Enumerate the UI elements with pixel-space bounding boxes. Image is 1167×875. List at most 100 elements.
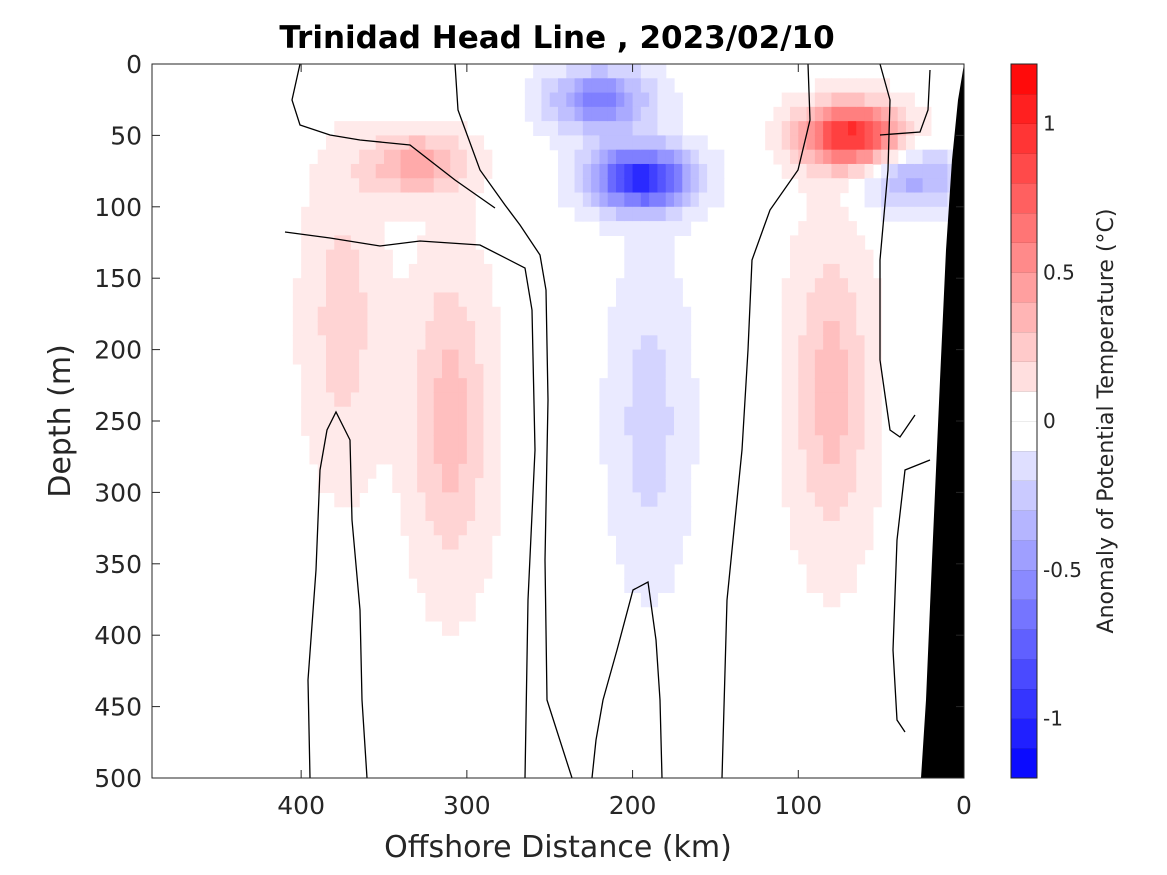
field-cell xyxy=(350,163,360,179)
zero-contour-lines xyxy=(284,64,931,778)
field-cell xyxy=(889,106,899,122)
field-cell xyxy=(359,135,369,151)
field-cell xyxy=(574,135,584,151)
field-cell xyxy=(466,135,476,151)
field-cell xyxy=(674,349,683,365)
field-cell xyxy=(616,321,625,336)
field-cell xyxy=(408,192,418,208)
field-cell xyxy=(350,263,360,279)
field-cell xyxy=(425,421,435,436)
field-cell xyxy=(334,349,344,365)
field-cell xyxy=(326,421,335,436)
field-cell xyxy=(392,406,402,422)
field-cell xyxy=(309,449,319,465)
field-cell xyxy=(350,292,360,308)
field-cell xyxy=(359,149,369,165)
field-cell xyxy=(466,206,476,222)
field-cell xyxy=(342,463,352,479)
field-cell xyxy=(781,321,791,336)
field-cell xyxy=(350,121,360,136)
field-cell xyxy=(317,392,327,408)
field-cell xyxy=(814,206,824,222)
field-cell xyxy=(823,206,833,222)
field-cell xyxy=(599,392,609,408)
field-cell xyxy=(367,235,377,251)
field-cell xyxy=(317,221,327,236)
field-cell xyxy=(831,549,841,565)
field-cell xyxy=(823,92,833,108)
field-cell xyxy=(864,449,874,465)
field-cell xyxy=(831,106,841,122)
field-cell xyxy=(591,135,601,151)
field-cell xyxy=(897,192,907,208)
field-cell xyxy=(417,492,427,508)
field-cell xyxy=(317,321,327,336)
field-cell xyxy=(682,363,692,379)
field-cell xyxy=(624,563,634,579)
field-cell xyxy=(806,163,816,179)
field-cell xyxy=(674,449,683,465)
field-cell xyxy=(342,221,352,236)
field-cell xyxy=(657,263,667,279)
field-cell xyxy=(930,149,940,165)
field-cell xyxy=(632,163,642,179)
field-cell xyxy=(566,135,576,151)
field-cell xyxy=(475,535,485,551)
field-cell xyxy=(848,149,857,165)
field-cell xyxy=(483,421,493,436)
field-cell xyxy=(665,549,675,565)
field-cell xyxy=(292,292,302,308)
field-cell xyxy=(350,221,360,236)
field-cell xyxy=(657,235,667,251)
field-cell xyxy=(889,178,899,194)
field-cell xyxy=(450,121,460,136)
field-cell xyxy=(665,249,675,265)
field-cell xyxy=(806,363,816,379)
field-cell xyxy=(367,449,377,465)
field-cell xyxy=(649,520,659,536)
field-cell xyxy=(640,592,650,608)
field-cell xyxy=(607,392,617,408)
field-cell xyxy=(790,292,799,308)
field-cell xyxy=(657,392,667,408)
field-cell xyxy=(914,149,924,165)
field-cell xyxy=(790,335,799,351)
field-cell xyxy=(317,278,327,294)
field-cell xyxy=(790,349,799,365)
field-cell xyxy=(326,392,335,408)
field-cell xyxy=(334,249,344,265)
field-cell xyxy=(417,363,427,379)
field-cell xyxy=(359,206,369,222)
field-cell xyxy=(848,378,857,394)
field-cell xyxy=(831,578,841,593)
field-cell xyxy=(839,292,849,308)
field-cell xyxy=(798,249,808,265)
field-cell xyxy=(640,478,650,493)
field-cell xyxy=(947,149,957,165)
field-cell xyxy=(491,520,501,536)
field-cell xyxy=(384,363,393,379)
field-cell xyxy=(367,121,377,136)
field-cell xyxy=(856,78,866,94)
field-cell xyxy=(781,421,791,436)
field-cell xyxy=(798,163,808,179)
field-cell xyxy=(698,178,708,194)
field-cell xyxy=(350,192,360,208)
field-cell xyxy=(616,363,625,379)
chart-title: Trinidad Head Line , 2023/02/10 xyxy=(279,20,834,56)
field-cell xyxy=(400,378,410,394)
field-cell xyxy=(640,249,650,265)
field-cell xyxy=(831,478,841,493)
field-cell xyxy=(483,478,493,493)
colorbar-tick-label: -1 xyxy=(1043,707,1063,731)
field-cell xyxy=(450,492,460,508)
field-cell xyxy=(433,592,443,608)
field-cell xyxy=(872,278,882,294)
field-cell xyxy=(450,378,460,394)
field-cell xyxy=(367,392,377,408)
field-cell xyxy=(334,235,344,251)
field-cell xyxy=(574,121,584,136)
field-cell xyxy=(831,321,841,336)
field-cell xyxy=(674,221,683,236)
field-cell xyxy=(640,121,650,136)
